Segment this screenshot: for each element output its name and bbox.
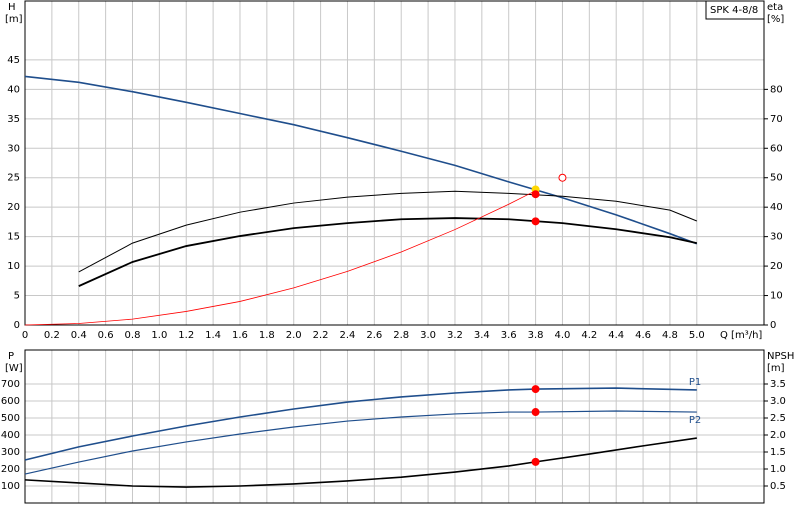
x-tick-label: 2.0: [286, 330, 302, 341]
duty-point: [531, 217, 540, 226]
y-tick-label: 45: [7, 55, 20, 66]
y2-tick-label: 30: [770, 232, 783, 243]
y-tick-label: 30: [7, 143, 20, 154]
x-tick-label: 2.4: [340, 330, 356, 341]
y-tick-label: 15: [7, 232, 20, 243]
y-axis-unit: [m]: [5, 14, 23, 25]
y2-axis-unit: [%]: [767, 14, 784, 25]
x-tick-label: 2.8: [393, 330, 409, 341]
y-axis-label: H: [8, 2, 16, 13]
x-tick-label: 2.2: [313, 330, 329, 341]
y2-tick-label: 1.0: [770, 464, 786, 475]
y2-tick-label: 80: [770, 84, 783, 95]
duty-point: [531, 457, 540, 466]
x-tick-label: 3.4: [474, 330, 490, 341]
plot-frame: [24, 0, 765, 326]
y2-tick-label: 3.5: [770, 379, 786, 390]
y2-tick-label: 10: [770, 291, 783, 302]
y-tick-label: 600: [1, 396, 20, 407]
x-tick-label: 0.6: [98, 330, 114, 341]
y2-axis-label: NPSH: [767, 351, 794, 362]
y2-tick-label: 0.5: [770, 481, 786, 492]
series-label: P2: [689, 415, 701, 426]
x-tick-label: 2.6: [366, 330, 382, 341]
chart-title: SPK 4-8/8: [710, 5, 758, 16]
x-tick-label: 1.4: [205, 330, 221, 341]
x-tick-label: 3.0: [420, 330, 436, 341]
x-tick-label: 1.6: [232, 330, 248, 341]
x-axis-label: Q [m³/h]: [720, 330, 762, 341]
x-tick-label: 5.0: [689, 330, 705, 341]
curve: [78, 190, 698, 273]
y2-tick-label: 60: [770, 143, 783, 154]
y-tick-label: 400: [1, 430, 20, 441]
x-tick-label: 0.2: [44, 330, 60, 341]
y-tick-label: 300: [1, 447, 20, 458]
y-tick-label: 700: [1, 379, 20, 390]
x-tick-label: 0.8: [125, 330, 141, 341]
plot-frame: [24, 349, 765, 504]
y-tick-label: 0: [14, 320, 20, 331]
y-tick-label: 20: [7, 202, 20, 213]
y2-tick-label: 2.0: [770, 430, 786, 441]
title-box: [705, 0, 765, 20]
x-tick-label: 4.6: [635, 330, 651, 341]
y2-tick-label: 50: [770, 173, 783, 184]
y2-axis-label: eta: [767, 2, 783, 13]
y2-tick-label: 0: [770, 320, 776, 331]
x-tick-label: 1.2: [178, 330, 194, 341]
x-tick-label: 0: [22, 330, 28, 341]
plot-area: [25, 1, 764, 325]
plot-area: [25, 350, 764, 503]
y2-tick-label: 3.0: [770, 396, 786, 407]
y-tick-label: 35: [7, 114, 20, 125]
duty-point: [531, 385, 540, 394]
x-tick-label: 3.6: [501, 330, 517, 341]
x-tick-label: 4.4: [608, 330, 624, 341]
y-tick-label: 5: [14, 291, 20, 302]
x-tick-label: 0.4: [71, 330, 87, 341]
curve: [24, 437, 697, 488]
duty-point: [531, 190, 540, 199]
x-tick-label: 1.0: [151, 330, 167, 341]
x-tick-label: 3.8: [528, 330, 544, 341]
x-tick-label: 4.0: [555, 330, 571, 341]
duty-point: [558, 173, 567, 182]
x-tick-label: 4.8: [662, 330, 678, 341]
y2-tick-label: 2.5: [770, 413, 786, 424]
y-axis-unit: [W]: [5, 363, 23, 374]
y2-tick-label: 40: [770, 202, 783, 213]
y2-tick-label: 1.5: [770, 447, 786, 458]
curve: [24, 190, 536, 326]
y-tick-label: 500: [1, 413, 20, 424]
y-axis-label: P: [8, 351, 14, 362]
duty-point: [531, 408, 540, 417]
series-label: P1: [689, 377, 701, 388]
curve: [24, 75, 698, 245]
curve: [78, 217, 698, 287]
x-tick-label: 4.2: [581, 330, 597, 341]
y2-tick-label: 20: [770, 261, 783, 272]
y-tick-label: 200: [1, 464, 20, 475]
x-tick-label: 3.2: [447, 330, 463, 341]
y-tick-label: 25: [7, 173, 20, 184]
y-tick-label: 40: [7, 84, 20, 95]
y-tick-label: 100: [1, 481, 20, 492]
y2-axis-unit: [m]: [767, 363, 785, 374]
y2-tick-label: 70: [770, 114, 783, 125]
x-tick-label: 1.8: [259, 330, 275, 341]
y-tick-label: 10: [7, 261, 20, 272]
